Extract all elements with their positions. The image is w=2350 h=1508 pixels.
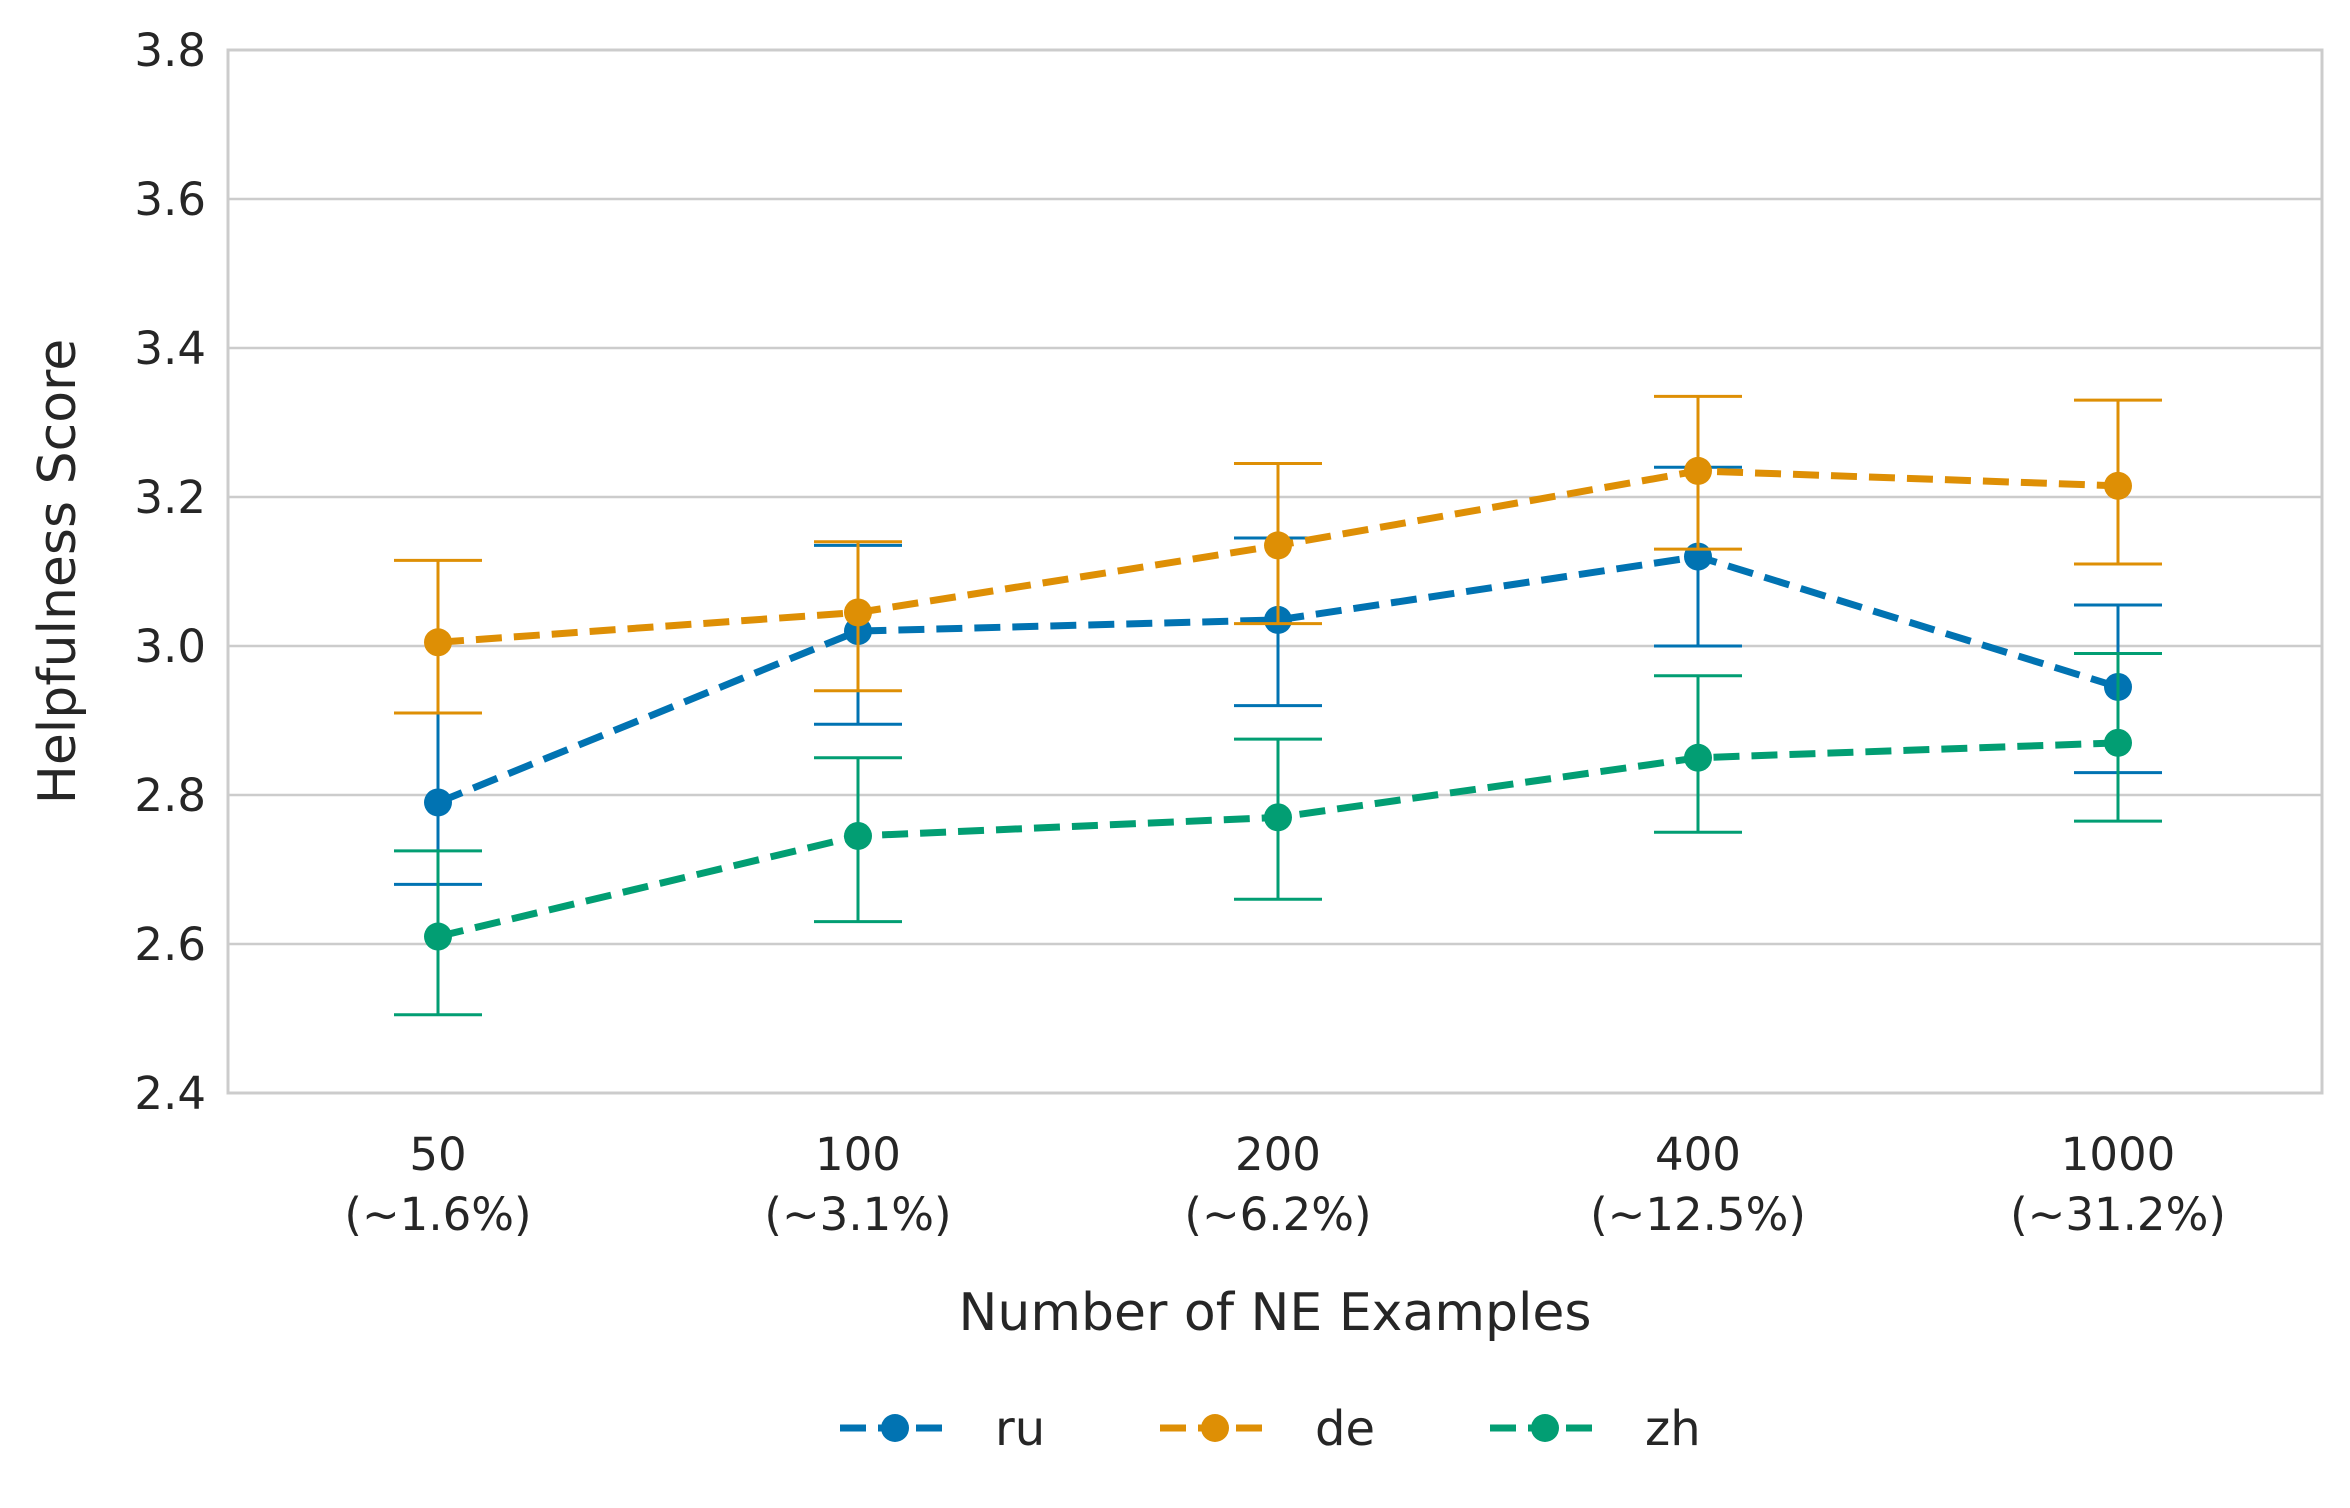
- grid-lines: [228, 48, 2322, 1095]
- data-point-zh: [424, 922, 452, 951]
- legend-label-ru: ru: [995, 1401, 1045, 1457]
- x-tick-sublabel: (~3.1%): [764, 1188, 951, 1241]
- series-layer: [394, 394, 2162, 1017]
- series-zh: [394, 651, 2162, 1017]
- x-tick-label: 1000: [2061, 1128, 2176, 1181]
- data-point-de: [844, 598, 872, 627]
- legend-marker-de: [1201, 1414, 1229, 1442]
- x-tick-label: 50: [409, 1128, 466, 1181]
- data-point-de: [1264, 531, 1292, 560]
- y-tick-label: 3.8: [134, 24, 206, 77]
- x-axis-ticks: 50 (~1.6%) 100 (~3.1%) 200 (~6.2%) 400 (~12.5%)…: [344, 1128, 2225, 1241]
- y-tick-label: 3.4: [134, 322, 206, 375]
- data-point-zh: [844, 821, 872, 850]
- data-point-zh: [2104, 728, 2132, 757]
- series-de: [394, 394, 2162, 715]
- x-tick-sublabel: (~31.2%): [2010, 1188, 2226, 1241]
- plot-frame: [226, 48, 2324, 1095]
- y-tick-label: 2.6: [134, 918, 206, 971]
- y-tick-label: 3.2: [134, 471, 206, 524]
- data-point-de: [424, 628, 452, 657]
- x-tick-label: 200: [1235, 1128, 1321, 1181]
- legend: ru de zh: [840, 1401, 1701, 1457]
- y-tick-label: 3.0: [134, 620, 206, 673]
- data-point-ru: [424, 788, 452, 817]
- x-axis-title: Number of NE Examples: [958, 1283, 1591, 1343]
- legend-label-de: de: [1315, 1401, 1375, 1457]
- data-point-zh: [1684, 743, 1712, 772]
- y-axis-ticks: 2.4 2.6 2.8 3.0 3.2 3.4 3.6 3.8: [134, 24, 206, 1120]
- x-tick-sublabel: (~6.2%): [1184, 1188, 1371, 1241]
- y-tick-label: 2.8: [134, 769, 206, 822]
- x-tick-sublabel: (~12.5%): [1590, 1188, 1806, 1241]
- x-tick-sublabel: (~1.6%): [344, 1188, 531, 1241]
- data-point-zh: [1264, 803, 1292, 832]
- x-tick-label: 400: [1655, 1128, 1741, 1181]
- legend-entry-ru: ru: [840, 1401, 1045, 1457]
- y-tick-label: 3.6: [134, 173, 206, 226]
- x-tick-label: 100: [815, 1128, 901, 1181]
- data-point-de: [1684, 456, 1712, 485]
- legend-label-zh: zh: [1645, 1401, 1701, 1457]
- y-axis-title: Helpfulness Score: [28, 339, 88, 805]
- legend-entry-de: de: [1160, 1401, 1375, 1457]
- legend-marker-ru: [881, 1414, 909, 1442]
- series-line-ru: [436, 553, 2120, 806]
- data-point-de: [2104, 471, 2132, 500]
- legend-marker-zh: [1531, 1414, 1559, 1442]
- legend-entry-zh: zh: [1490, 1401, 1701, 1457]
- y-tick-label: 2.4: [134, 1067, 206, 1120]
